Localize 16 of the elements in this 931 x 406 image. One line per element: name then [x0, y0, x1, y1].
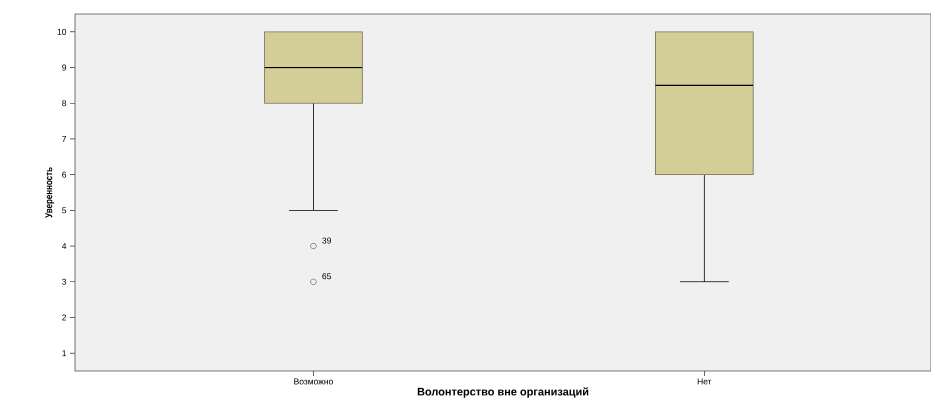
y-tick-label: 6 [62, 172, 66, 178]
y-tick-label: 10 [58, 28, 66, 35]
y-tick-label: 7 [62, 136, 66, 142]
y-tick-label: 2 [62, 314, 66, 320]
x-tick-label: Возможно [294, 378, 333, 384]
y-tick-label: 1 [62, 350, 66, 356]
y-tick-label: 8 [62, 100, 66, 106]
y-axis-title: Уверенность [45, 167, 54, 218]
x-tick-label: Нет [698, 378, 712, 384]
x-axis-title: Волонтерство вне организаций [418, 387, 588, 398]
y-tick-label: 9 [62, 64, 66, 71]
annotation: 39 [322, 238, 331, 244]
y-tick-label: 3 [62, 278, 66, 285]
y-tick-label: 5 [62, 207, 66, 214]
annotation: 65 [322, 273, 332, 280]
y-tick-label: 4 [62, 243, 66, 249]
